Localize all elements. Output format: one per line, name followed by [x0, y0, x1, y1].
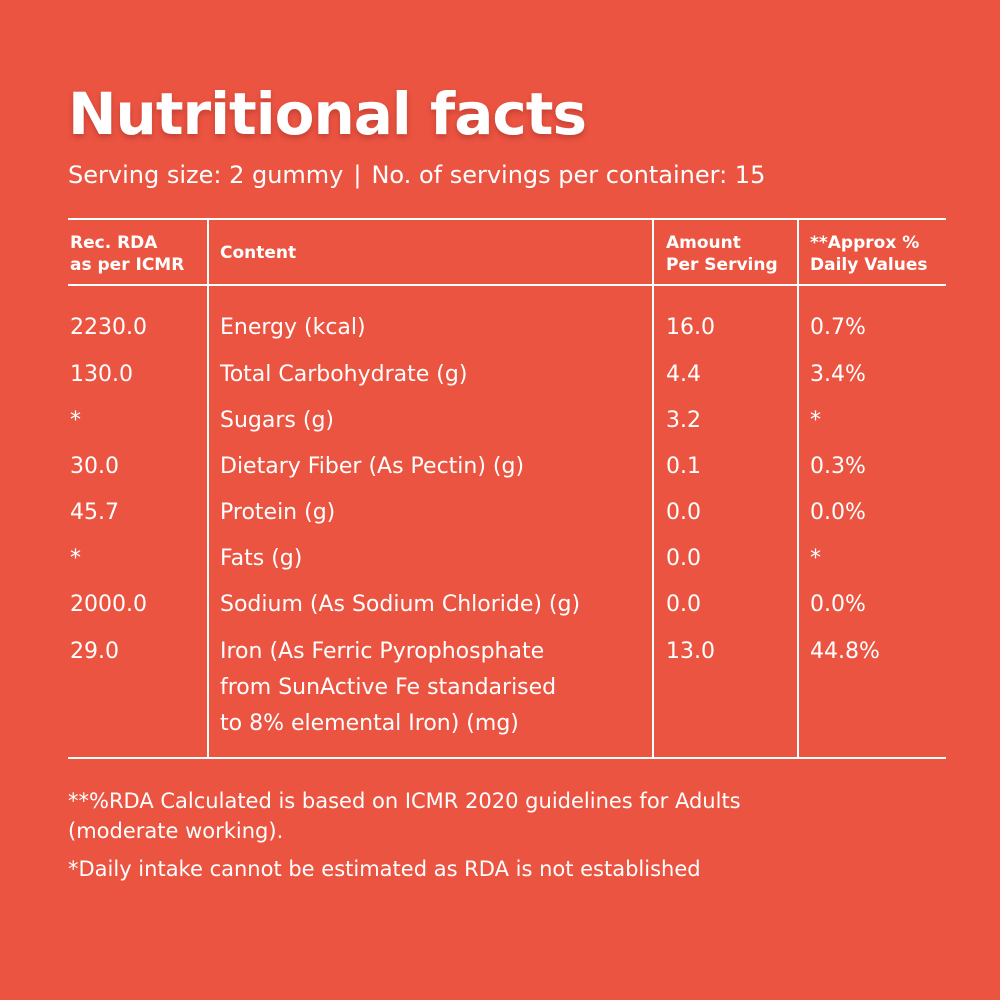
amount-value: 0.0 — [666, 546, 701, 571]
daily-value: 0.0% — [810, 500, 866, 525]
amount-value: 16.0 — [666, 315, 715, 340]
content-label: Dietary Fiber (As Pectin) (g) — [220, 449, 524, 485]
rda-value: * — [70, 408, 81, 433]
content-line: Total Carbohydrate (g) — [220, 362, 468, 387]
daily-value: 0.0% — [810, 592, 866, 617]
serving-info: Serving size: 2 gummy | No. of servings pe… — [68, 160, 765, 190]
nutrition-table: Rec. RDA as per ICMR Content Amount Per … — [68, 218, 946, 759]
rda-value: 45.7 — [70, 500, 119, 525]
servings-per-container: No. of servings per container: 15 — [371, 161, 766, 189]
content-line: from SunActive Fe standarised — [220, 675, 557, 700]
content-line: Sugars (g) — [220, 408, 334, 433]
rda-value: 2000.0 — [70, 592, 147, 617]
content-line: Fats (g) — [220, 546, 303, 571]
header-amount: Amount Per Serving — [666, 232, 778, 276]
daily-value: 0.7% — [810, 315, 866, 340]
daily-value: 44.8% — [810, 639, 880, 664]
header-daily-value-line1: **Approx % — [810, 233, 920, 253]
header-daily-value-line2: Daily Values — [810, 255, 928, 275]
header-amount-line1: Amount — [666, 233, 741, 253]
content-line: Dietary Fiber (As Pectin) (g) — [220, 454, 525, 479]
rda-value: 130.0 — [70, 362, 133, 387]
serving-size: Serving size: 2 gummy — [68, 161, 344, 189]
column-divider — [652, 220, 654, 757]
content-label: Iron (As Ferric Pyrophosphate from SunAc… — [220, 634, 556, 742]
footnote-asterisk: *Daily intake cannot be estimated as RDA… — [68, 857, 701, 881]
header-rda-line2: as per ICMR — [70, 255, 185, 275]
content-label: Energy (kcal) — [220, 310, 366, 346]
footnote-rda: **%RDA Calculated is based on ICMR 2020 … — [68, 789, 741, 813]
amount-value: 13.0 — [666, 639, 715, 664]
header-amount-line2: Per Serving — [666, 255, 778, 275]
page-title: Nutritional facts — [68, 80, 587, 148]
content-line: to 8% elemental Iron) (mg) — [220, 711, 519, 736]
rda-value: * — [70, 546, 81, 571]
content-label: Sugars (g) — [220, 403, 334, 439]
header-daily-value: **Approx % Daily Values — [810, 232, 928, 276]
daily-value: 3.4% — [810, 362, 866, 387]
column-divider — [207, 220, 209, 757]
daily-value: * — [810, 546, 821, 571]
rda-value: 29.0 — [70, 639, 119, 664]
content-label: Fats (g) — [220, 541, 302, 577]
amount-value: 0.0 — [666, 592, 701, 617]
content-line: Sodium (As Sodium Chloride) (g) — [220, 592, 581, 617]
content-line: Protein (g) — [220, 500, 336, 525]
amount-value: 0.0 — [666, 500, 701, 525]
content-label: Protein (g) — [220, 495, 335, 531]
header-content-line1: Content — [220, 243, 297, 263]
header-rda-line1: Rec. RDA — [70, 233, 158, 253]
amount-value: 4.4 — [666, 362, 701, 387]
daily-value: * — [810, 408, 821, 433]
header-rda: Rec. RDA as per ICMR — [70, 232, 184, 276]
header-divider — [68, 284, 946, 286]
footnote-rda-continued: (moderate working). — [68, 819, 284, 843]
serving-separator: | — [353, 161, 362, 189]
header-content: Content — [220, 242, 296, 264]
content-line: Iron (As Ferric Pyrophosphate — [220, 639, 545, 664]
content-line: Energy (kcal) — [220, 315, 366, 340]
daily-value: 0.3% — [810, 454, 866, 479]
footnotes: **%RDA Calculated is based on ICMR 2020 … — [68, 786, 948, 884]
content-label: Total Carbohydrate (g) — [220, 357, 467, 393]
rda-value: 2230.0 — [70, 315, 147, 340]
column-divider — [797, 220, 799, 757]
content-label: Sodium (As Sodium Chloride) (g) — [220, 587, 580, 623]
amount-value: 0.1 — [666, 454, 701, 479]
rda-value: 30.0 — [70, 454, 119, 479]
amount-value: 3.2 — [666, 408, 701, 433]
